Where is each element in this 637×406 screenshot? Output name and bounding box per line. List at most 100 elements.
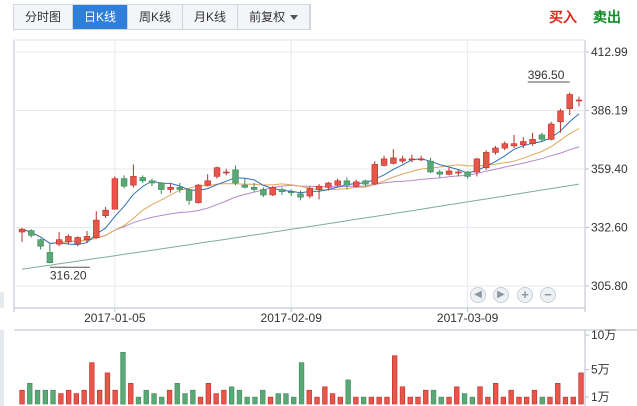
candle-body bbox=[557, 110, 564, 123]
volume-bar bbox=[260, 389, 266, 405]
sell-button[interactable]: 卖出 bbox=[593, 9, 621, 25]
volume-bar bbox=[213, 393, 219, 405]
volume-bar bbox=[50, 389, 56, 405]
candle-body bbox=[473, 158, 481, 173]
candle-body bbox=[455, 171, 462, 174]
volume-bar bbox=[555, 382, 561, 405]
candle-body bbox=[232, 169, 239, 184]
y-tick-label: 332.60 bbox=[591, 220, 628, 234]
candle-body bbox=[547, 123, 555, 140]
volume-bar bbox=[190, 389, 196, 405]
y-tick-label: 359.40 bbox=[591, 162, 628, 176]
volume-bar bbox=[27, 382, 33, 405]
candle-body bbox=[297, 193, 304, 198]
candle-body bbox=[278, 189, 286, 193]
buy-button[interactable]: 买入 bbox=[549, 9, 577, 25]
volume-bar bbox=[368, 396, 374, 405]
volume-bar bbox=[252, 396, 258, 405]
y-tick-label: 412.99 bbox=[591, 45, 628, 59]
volume-bar bbox=[500, 396, 506, 405]
candle-body bbox=[18, 228, 26, 233]
volume-bar bbox=[438, 396, 444, 405]
candle-body bbox=[46, 252, 54, 263]
x-tick-label: 2017-01-05 bbox=[84, 311, 146, 325]
volume-bar bbox=[485, 396, 491, 405]
volume-bar bbox=[446, 396, 452, 405]
volume-bar bbox=[143, 389, 149, 405]
candle-body bbox=[55, 239, 63, 245]
volume-bar bbox=[104, 372, 111, 405]
volume-bar bbox=[58, 393, 64, 405]
candle-body bbox=[158, 182, 165, 190]
candle-body bbox=[223, 171, 230, 174]
zoom-in-icon[interactable]: + bbox=[517, 287, 533, 303]
x-tick-label: 2017-02-09 bbox=[261, 311, 323, 325]
candle-body bbox=[566, 94, 573, 109]
volume-bar bbox=[329, 393, 336, 405]
volume-bar bbox=[73, 393, 79, 405]
volume-bar bbox=[182, 393, 188, 405]
volume-bar bbox=[454, 386, 460, 405]
volume-bar bbox=[244, 396, 250, 405]
ma10-line bbox=[21, 128, 580, 244]
scroll-right-icon[interactable]: ▶ bbox=[493, 287, 509, 303]
volume-bar bbox=[423, 389, 429, 405]
tab-daily-k[interactable]: 日K线 bbox=[73, 5, 129, 29]
volume-bar bbox=[298, 362, 305, 405]
volume-bar bbox=[523, 396, 530, 405]
tab-adjust-label: 前复权 bbox=[249, 10, 286, 24]
volume-tick-label: 10万 bbox=[591, 328, 616, 342]
tab-intraday[interactable]: 分时图 bbox=[14, 5, 74, 29]
candle-body bbox=[510, 143, 518, 147]
candle-body bbox=[260, 189, 267, 196]
volume-bar bbox=[66, 389, 72, 405]
candle-body bbox=[334, 180, 341, 186]
candle-body bbox=[195, 184, 202, 203]
volume-bar bbox=[221, 389, 227, 405]
candle-body bbox=[520, 141, 527, 146]
candle-body bbox=[37, 239, 44, 247]
candle-body bbox=[538, 134, 546, 140]
volume-bar bbox=[229, 386, 235, 405]
volume-bar bbox=[34, 389, 41, 405]
candle-body bbox=[492, 147, 499, 153]
high-annotation: 396.50 bbox=[528, 68, 565, 82]
volume-bar bbox=[42, 389, 48, 405]
x-tick-label: 2017-03-09 bbox=[437, 311, 499, 325]
tab-monthly-k[interactable]: 月K线 bbox=[183, 5, 239, 29]
scroll-edge-top bbox=[0, 292, 4, 308]
tab-weekly-k[interactable]: 周K线 bbox=[128, 5, 184, 29]
candle-body bbox=[343, 180, 351, 186]
scroll-left-icon[interactable]: ◀ bbox=[470, 287, 486, 303]
volume-bar bbox=[151, 393, 157, 405]
volume-bar bbox=[531, 389, 538, 405]
ma60-line bbox=[21, 183, 580, 270]
scroll-edge-bottom bbox=[0, 330, 4, 406]
volume-bar bbox=[469, 396, 475, 405]
candle-body bbox=[102, 209, 109, 216]
tab-adjust-dropdown[interactable]: 前复权 bbox=[238, 5, 311, 29]
volume-bar bbox=[236, 389, 243, 405]
volume-bar bbox=[306, 389, 312, 405]
candle-body bbox=[28, 230, 35, 236]
volume-bar bbox=[516, 396, 522, 405]
candle-body bbox=[306, 188, 313, 197]
candle-body bbox=[575, 99, 583, 102]
candle-body bbox=[93, 219, 100, 238]
volume-bar bbox=[384, 396, 390, 405]
volume-bar bbox=[477, 386, 483, 405]
volume-bar bbox=[539, 396, 545, 405]
candle-body bbox=[130, 176, 137, 186]
y-tick-label: 386.19 bbox=[591, 104, 628, 118]
zoom-out-icon[interactable]: − bbox=[540, 287, 556, 303]
volume-bar bbox=[159, 396, 165, 405]
candle-body bbox=[74, 237, 81, 245]
candle-body bbox=[167, 187, 174, 190]
candle-body bbox=[482, 152, 490, 168]
volume-bar bbox=[166, 389, 173, 405]
candle-body bbox=[65, 236, 72, 243]
candle-body bbox=[83, 236, 91, 240]
volume-tick-label: 5万 bbox=[591, 363, 610, 377]
candle-body bbox=[408, 158, 416, 161]
